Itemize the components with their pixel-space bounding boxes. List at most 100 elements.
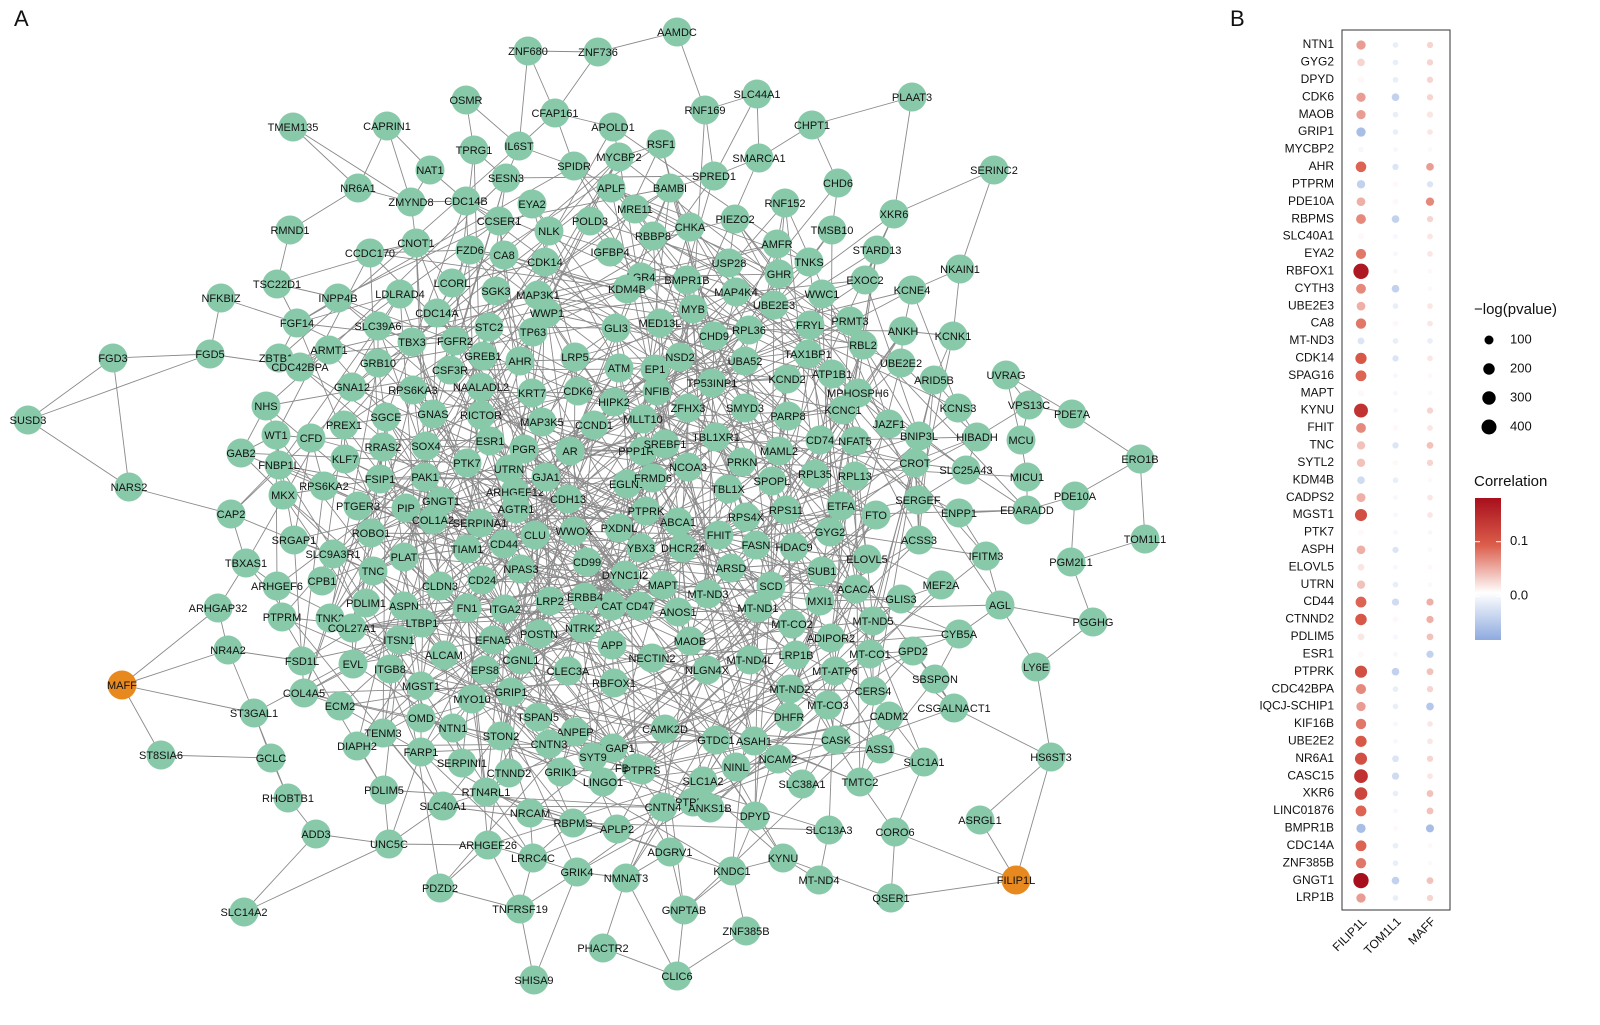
node-label: NFIB xyxy=(644,386,669,398)
node-label: ARHGEF12 xyxy=(486,487,544,499)
node-label: ATM xyxy=(608,363,630,375)
node-label: TBL1X xyxy=(711,484,745,496)
network-edge xyxy=(616,669,708,830)
node-label: FARP1 xyxy=(404,747,439,759)
node-label: TAX1BP1 xyxy=(784,349,832,361)
node-label: SLC39A6 xyxy=(354,321,401,333)
node-label: ATP1B1 xyxy=(812,369,852,381)
row-label: FHIT xyxy=(1307,420,1334,434)
node-label: HS6ST3 xyxy=(1030,752,1072,764)
node-label: MT-ND4 xyxy=(799,875,840,887)
dot xyxy=(1356,301,1366,311)
network-edge xyxy=(801,650,914,785)
network-node xyxy=(604,513,634,543)
node-label: IGFBP4 xyxy=(590,247,629,259)
node-label: NFKBIZ xyxy=(201,293,240,305)
node-label: NMNAT3 xyxy=(604,873,648,885)
node-label: APOLD1 xyxy=(591,122,634,134)
network-node xyxy=(764,436,794,466)
network-node xyxy=(368,718,398,748)
node-label: WWP1 xyxy=(530,308,564,320)
network-edge xyxy=(953,707,1052,758)
node-label: CA8 xyxy=(493,250,514,262)
row-label: CDK14 xyxy=(1295,351,1334,365)
node-label: PIP xyxy=(397,503,415,515)
dot xyxy=(1357,633,1365,641)
node-label: CD99 xyxy=(573,557,601,569)
network-node xyxy=(451,85,481,115)
dot xyxy=(1427,547,1433,553)
network-node xyxy=(491,163,521,193)
dot xyxy=(1392,703,1399,710)
network-edge xyxy=(292,126,412,203)
dot xyxy=(1426,41,1434,49)
network-node xyxy=(604,353,634,383)
network-node xyxy=(384,625,414,655)
dot xyxy=(1426,894,1434,902)
network-node xyxy=(855,639,885,669)
node-label: SBSPON xyxy=(912,674,958,686)
dot xyxy=(1427,286,1433,292)
dot xyxy=(1356,823,1366,834)
network-node xyxy=(363,348,393,378)
node-label: WWC1 xyxy=(805,289,840,301)
network-node xyxy=(626,533,656,563)
network-node xyxy=(534,216,564,246)
network-node xyxy=(804,865,834,895)
dot xyxy=(1392,111,1399,118)
node-label: COL27A1 xyxy=(328,623,376,635)
node-label: GRB10 xyxy=(360,358,396,370)
network-node xyxy=(368,432,398,462)
node-label: CCDC170 xyxy=(345,248,395,260)
network-edge xyxy=(999,604,1094,623)
network-node xyxy=(620,194,650,224)
network-edge xyxy=(713,93,758,177)
network-edge xyxy=(911,289,959,409)
node-label: RPL35 xyxy=(798,469,832,481)
network-node xyxy=(563,376,593,406)
size-legend-dot xyxy=(1481,419,1497,435)
dot xyxy=(1357,390,1365,397)
size-legend-label: 400 xyxy=(1510,418,1532,433)
node-label: FGF14 xyxy=(280,318,314,330)
node-label: ACACA xyxy=(837,584,876,596)
node-label: MYCBP2 xyxy=(596,152,641,164)
network-node xyxy=(1006,425,1036,455)
dot xyxy=(1426,633,1434,641)
row-label: LINC01876 xyxy=(1273,803,1334,817)
dot xyxy=(1393,634,1398,640)
network-node xyxy=(365,464,395,494)
network-node xyxy=(438,713,468,743)
network-node xyxy=(457,684,487,714)
dot xyxy=(1425,824,1435,833)
network-node xyxy=(598,112,628,142)
node-label: ANKS1B xyxy=(688,803,731,815)
node-label: MT-CO1 xyxy=(849,649,891,661)
dot xyxy=(1393,147,1398,152)
network-node xyxy=(1130,524,1160,554)
network-node xyxy=(800,459,830,489)
node-label: RNF169 xyxy=(685,105,726,117)
network-node xyxy=(505,346,535,376)
row-label: MGST1 xyxy=(1293,507,1335,521)
network-node xyxy=(695,793,725,823)
dot xyxy=(1426,702,1434,711)
network-edge xyxy=(730,567,857,590)
node-label: PDE10A xyxy=(1054,491,1097,503)
node-label: STC2 xyxy=(475,322,503,334)
network-node xyxy=(275,215,305,245)
node-label: CROT xyxy=(899,458,930,470)
network-node xyxy=(807,279,837,309)
network-node xyxy=(690,95,720,125)
network-node xyxy=(509,434,539,464)
node-label: CD47 xyxy=(626,601,654,613)
network-node xyxy=(743,593,773,623)
network-edge xyxy=(533,871,578,981)
row-label: NTN1 xyxy=(1303,37,1335,51)
node-label: LINGO1 xyxy=(583,777,623,789)
dot xyxy=(1354,665,1368,678)
network-edge xyxy=(293,539,303,662)
network-edge xyxy=(625,877,678,977)
network-edge xyxy=(160,754,272,759)
